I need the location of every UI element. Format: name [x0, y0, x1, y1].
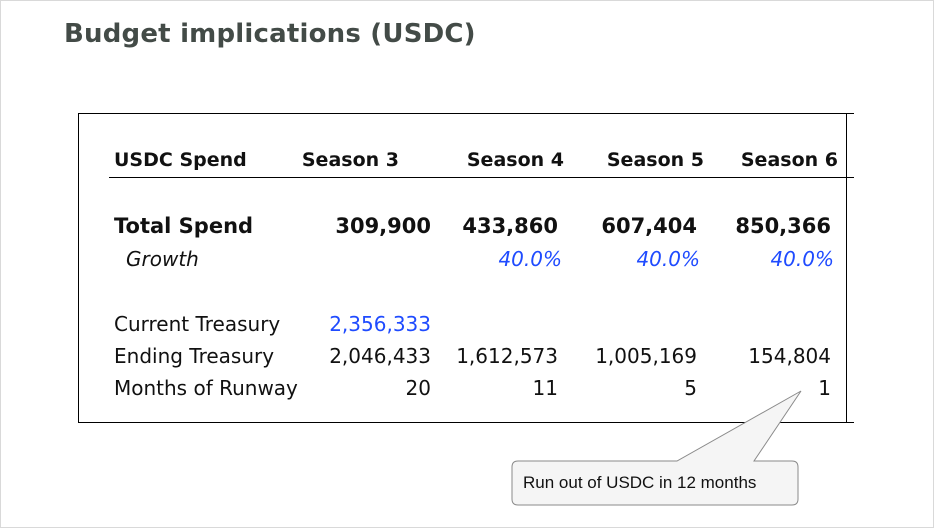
- ending-treasury-value: 1,005,169: [595, 344, 697, 368]
- total-spend-value: 607,404: [601, 214, 697, 238]
- total-spend-value: 309,900: [335, 214, 431, 238]
- growth-value: 40.0%: [498, 247, 562, 271]
- months-of-runway-value: 11: [532, 376, 558, 400]
- growth-value: 40.0%: [636, 247, 700, 271]
- frame-top-border: [78, 113, 854, 114]
- page-title: Budget implications (USDC): [64, 19, 476, 49]
- header-underline: [109, 177, 854, 178]
- total-spend-value: 433,860: [462, 214, 558, 238]
- current-treasury-label: Current Treasury: [114, 312, 281, 336]
- growth-value: 40.0%: [770, 247, 834, 271]
- total-spend-value: 850,366: [735, 214, 831, 238]
- frame-left-border: [78, 113, 79, 423]
- growth-label: Growth: [126, 247, 199, 271]
- header-season-5: Season 5: [606, 149, 704, 171]
- header-season-4: Season 4: [466, 149, 564, 171]
- callout-text: Run out of USDC in 12 months: [523, 473, 757, 492]
- callout-shape: [511, 390, 802, 506]
- ending-treasury-value: 154,804: [748, 344, 831, 368]
- months-of-runway-label: Months of Runway: [114, 376, 298, 400]
- ending-treasury-label: Ending Treasury: [114, 344, 275, 368]
- frame-right-border: [846, 113, 847, 423]
- months-of-runway-value: 20: [405, 376, 431, 400]
- header-season-6: Season 6: [740, 149, 838, 171]
- months-of-runway-value: 5: [684, 376, 697, 400]
- total-spend-label: Total Spend: [114, 214, 254, 238]
- header-season-3: Season 3: [301, 149, 399, 171]
- ending-treasury-value: 1,612,573: [456, 344, 558, 368]
- ending-treasury-value: 2,046,433: [329, 344, 431, 368]
- frame-bottom-border: [78, 422, 854, 423]
- header-label: USDC Spend: [114, 149, 247, 171]
- months-of-runway-value: 1: [818, 376, 831, 400]
- current-treasury-value: 2,356,333: [329, 312, 431, 336]
